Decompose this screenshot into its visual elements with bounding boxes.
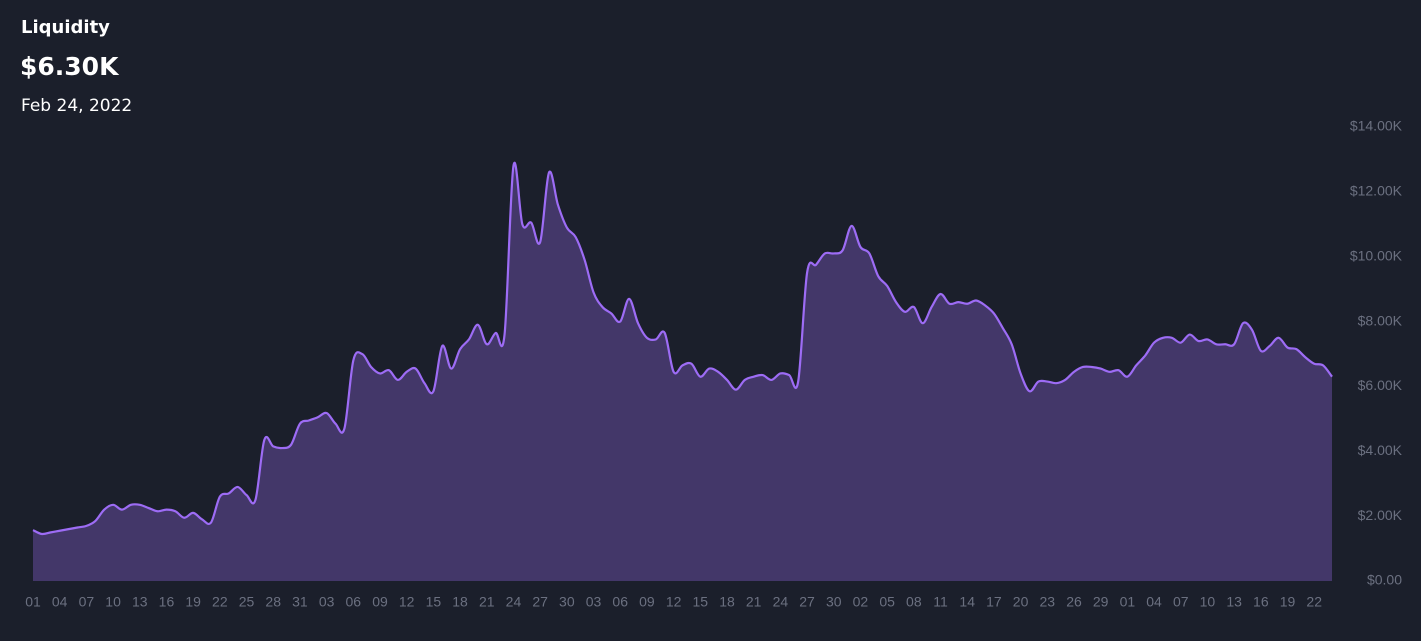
x-tick-label: 15: [693, 594, 709, 610]
x-tick-label: 07: [1173, 594, 1189, 610]
x-tick-label: 08: [906, 594, 922, 610]
x-tick-label: 16: [159, 594, 175, 610]
x-tick-label: 01: [1120, 594, 1136, 610]
x-tick-label: 05: [879, 594, 895, 610]
x-tick-label: 21: [746, 594, 762, 610]
x-tick-label: 25: [239, 594, 255, 610]
x-tick-label: 30: [826, 594, 842, 610]
chart-title: Liquidity: [21, 17, 110, 38]
x-tick-label: 23: [1039, 594, 1055, 610]
x-tick-label: 13: [1226, 594, 1242, 610]
x-tick-label: 06: [612, 594, 628, 610]
x-tick-label: 14: [959, 594, 975, 610]
x-tick-label: 31: [292, 594, 308, 610]
y-tick-label: $0.00: [1367, 572, 1402, 588]
x-tick-label: 11: [933, 594, 948, 610]
x-tick-label: 02: [853, 594, 869, 610]
x-tick-label: 12: [666, 594, 682, 610]
x-tick-label: 27: [532, 594, 548, 610]
x-tick-label: 21: [479, 594, 495, 610]
line: [32, 161, 1333, 536]
x-tick-label: 30: [559, 594, 575, 610]
x-tick-label: 01: [25, 594, 41, 610]
x-tick-label: 27: [799, 594, 815, 610]
x-tick-label: 22: [212, 594, 228, 610]
x-tick-label: 20: [1013, 594, 1029, 610]
x-tick-label: 06: [346, 594, 362, 610]
current-date: Feb 24, 2022: [21, 96, 132, 116]
x-tick-label: 09: [639, 594, 655, 610]
x-tick-label: 17: [986, 594, 1002, 610]
x-tick-label: 13: [132, 594, 148, 610]
x-tick-label: 19: [1280, 594, 1296, 610]
y-tick-label: $14.00K: [1350, 118, 1403, 134]
y-tick-label: $4.00K: [1358, 442, 1403, 458]
x-tick-label: 18: [452, 594, 468, 610]
x-tick-label: 24: [773, 594, 789, 610]
current-value: $6.30K: [20, 52, 120, 81]
x-tick-label: 22: [1306, 594, 1322, 610]
y-tick-label: $2.00K: [1358, 507, 1403, 523]
y-tick-label: $12.00K: [1350, 183, 1403, 199]
area-fill: [33, 162, 1332, 581]
x-tick-label: 28: [265, 594, 281, 610]
x-tick-label: 18: [719, 594, 735, 610]
y-tick-label: $8.00K: [1358, 312, 1403, 328]
y-tick-label: $6.00K: [1358, 377, 1403, 393]
x-tick-label: 29: [1093, 594, 1109, 610]
x-tick-label: 03: [319, 594, 335, 610]
x-tick-label: 15: [426, 594, 442, 610]
x-tick-label: 09: [372, 594, 388, 610]
x-tick-label: 10: [105, 594, 121, 610]
x-tick-label: 07: [79, 594, 95, 610]
x-tick-label: 16: [1253, 594, 1269, 610]
x-tick-label: 24: [506, 594, 522, 610]
x-tick-label: 03: [586, 594, 602, 610]
y-tick-label: $10.00K: [1350, 247, 1403, 263]
x-tick-label: 12: [399, 594, 415, 610]
x-tick-label: 26: [1066, 594, 1082, 610]
x-tick-label: 19: [185, 594, 201, 610]
x-tick-label: 04: [52, 594, 68, 610]
x-tick-label: 10: [1200, 594, 1216, 610]
x-tick-label: 04: [1146, 594, 1162, 610]
